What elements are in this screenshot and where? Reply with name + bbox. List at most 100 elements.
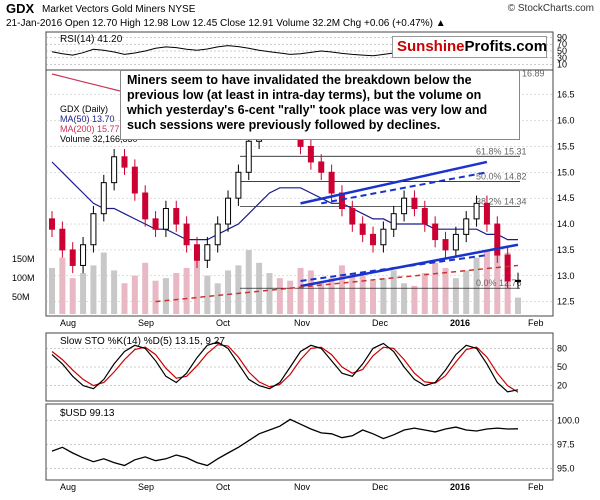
volume-bar bbox=[245, 250, 252, 314]
volume-bar bbox=[121, 283, 128, 314]
volume-bar bbox=[328, 278, 335, 314]
rsi-tick-label: 50 bbox=[557, 46, 567, 56]
volume-bar bbox=[463, 270, 470, 314]
volume-bar bbox=[100, 252, 107, 314]
candle-body bbox=[69, 249, 76, 266]
sto-d-line bbox=[51, 344, 519, 393]
candle-body bbox=[401, 197, 408, 215]
sunshine-profits-logo: SunshineProfits.com bbox=[392, 36, 547, 58]
volume-tick-label: 100M bbox=[12, 273, 35, 283]
volume-bar bbox=[473, 257, 480, 314]
candle-body bbox=[183, 223, 190, 246]
candle-body bbox=[49, 218, 55, 230]
volume-bar bbox=[49, 267, 55, 314]
candle-body bbox=[59, 228, 66, 251]
candle-body bbox=[432, 223, 439, 241]
candle-body bbox=[318, 161, 325, 173]
candle-body bbox=[515, 279, 521, 282]
usd-line bbox=[51, 418, 519, 467]
volume-bar bbox=[307, 270, 314, 314]
candle-body bbox=[411, 197, 418, 210]
volume-bar bbox=[162, 278, 169, 314]
x-axis-label: Dec bbox=[372, 318, 389, 328]
price-tick-label: 13.5 bbox=[557, 245, 575, 255]
candle-body bbox=[245, 140, 252, 173]
volume-bar bbox=[359, 275, 366, 314]
x-axis-label-bottom: Aug bbox=[60, 482, 76, 492]
volume-bar bbox=[380, 278, 387, 314]
lower-trendline-solid bbox=[300, 243, 519, 288]
candle-body bbox=[483, 202, 490, 225]
volume-bar bbox=[411, 285, 418, 314]
volume-bar bbox=[59, 257, 66, 314]
usd-panel bbox=[45, 403, 554, 481]
candle-body bbox=[504, 254, 511, 282]
candle-body bbox=[162, 208, 169, 230]
candle-body bbox=[173, 208, 180, 225]
candle-body bbox=[370, 233, 377, 246]
candle-body bbox=[473, 202, 480, 220]
candle-body bbox=[204, 244, 211, 261]
volume-bar bbox=[80, 273, 87, 314]
volume-bar bbox=[193, 257, 200, 314]
x-axis-label-bottom: Feb bbox=[528, 482, 544, 492]
volume-bar bbox=[266, 273, 273, 314]
volume-bar bbox=[90, 265, 97, 314]
volume-bar bbox=[142, 262, 149, 314]
rsi-tick-label: 30 bbox=[557, 53, 567, 63]
rsi-tick-label: 90 bbox=[557, 32, 567, 42]
rsi-tick-label: 70 bbox=[557, 39, 567, 49]
price-tick-label: 16.5 bbox=[557, 90, 575, 100]
candle-body bbox=[463, 218, 470, 235]
volume-bar bbox=[297, 267, 304, 314]
rsi-title: RSI(14) 41.20 bbox=[60, 34, 123, 45]
volume-bar bbox=[401, 283, 408, 314]
volume-bar bbox=[390, 270, 397, 314]
legend-ma50: MA(50) 13.70 bbox=[60, 114, 115, 124]
candle-body bbox=[421, 208, 428, 225]
candle-body bbox=[442, 239, 449, 251]
usd-tick-label: 97.5 bbox=[557, 439, 575, 449]
price-tick-label: 16.0 bbox=[557, 116, 575, 126]
lower-trendline-dashed bbox=[300, 254, 488, 282]
ticker-symbol: GDX bbox=[6, 1, 35, 16]
usd-title: $USD 99.13 bbox=[60, 408, 115, 419]
candle-body bbox=[152, 218, 159, 230]
upper-trendline-solid bbox=[300, 160, 488, 205]
volume-bar bbox=[152, 280, 159, 314]
x-axis-label-bottom: 2016 bbox=[450, 482, 470, 492]
volume-bar bbox=[318, 283, 325, 314]
volume-bar bbox=[349, 273, 356, 314]
volume-bar bbox=[338, 265, 345, 314]
candle-body bbox=[80, 244, 87, 266]
volume-bar bbox=[173, 273, 180, 314]
fib-label: 38.2% 14.34 bbox=[476, 196, 527, 206]
annotation-box: Miners seem to have invalidated the brea… bbox=[120, 70, 520, 140]
x-axis-label: Feb bbox=[528, 318, 544, 328]
usd-tick-label: 100.0 bbox=[557, 415, 580, 425]
fib-label: 61.8% 15.31 bbox=[476, 146, 527, 156]
quote-line: 21-Jan-2016 Open 12.70 High 12.98 Low 12… bbox=[6, 18, 446, 29]
x-axis-label-bottom: Dec bbox=[372, 482, 389, 492]
volume-bar bbox=[287, 280, 294, 314]
sto-tick-label: 20 bbox=[557, 381, 567, 391]
candle-body bbox=[100, 182, 107, 215]
price-tick-label: 13.0 bbox=[557, 271, 575, 281]
price-tick-label: 14.5 bbox=[557, 193, 575, 203]
volume-tick-label: 150M bbox=[12, 254, 35, 264]
x-axis-label-bottom: Oct bbox=[216, 482, 231, 492]
sto-tick-label: 80 bbox=[557, 343, 567, 353]
candle-body bbox=[193, 244, 200, 261]
fib-label: 0.0% 12.76 bbox=[476, 278, 522, 288]
volume-bar bbox=[214, 283, 221, 314]
x-axis-label: Sep bbox=[138, 318, 154, 328]
sto-title: Slow STO %K(14) %D(5) 13.15, 9.27 bbox=[60, 336, 225, 347]
x-axis-label: 2016 bbox=[450, 318, 470, 328]
x-axis-label-bottom: Sep bbox=[138, 482, 154, 492]
volume-bar bbox=[452, 278, 459, 314]
candle-body bbox=[390, 213, 397, 230]
volume-tick-label: 50M bbox=[12, 292, 30, 302]
price-tick-label: 15.0 bbox=[557, 167, 575, 177]
volume-bar bbox=[183, 267, 190, 314]
